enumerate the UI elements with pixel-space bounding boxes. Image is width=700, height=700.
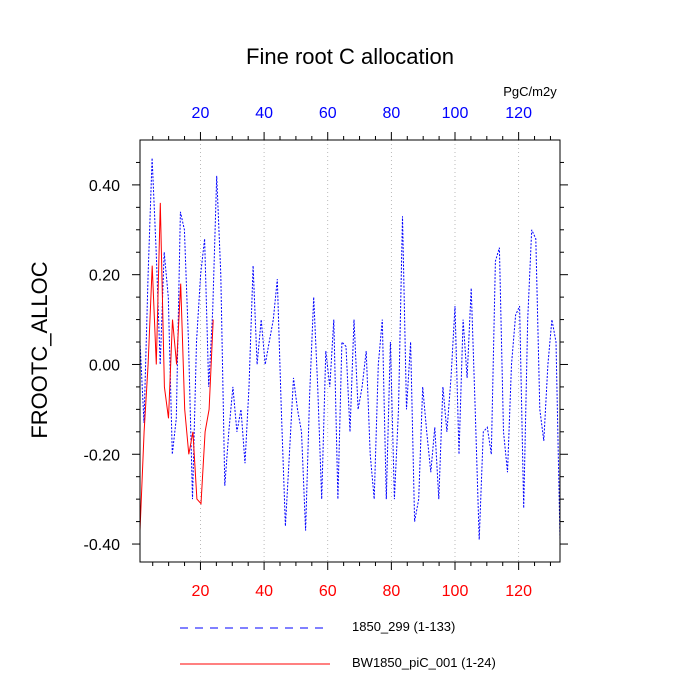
x-tick-label: 80 [382, 583, 400, 600]
series-layer [140, 157, 560, 540]
top-tick-label: 120 [505, 105, 532, 122]
legend-label-1: 1850_299 (1-133) [352, 619, 456, 634]
plot-frame [139, 139, 561, 563]
x-tick-label: 40 [255, 583, 273, 600]
top-tick-label: 60 [319, 105, 337, 122]
legend-label-2: BW1850_piC_001 (1-24) [352, 655, 496, 670]
axis-ticks [132, 132, 568, 570]
y-tick-label: 0.40 [89, 178, 120, 195]
grid-lines [200, 140, 520, 562]
y-tick-label: -0.40 [84, 537, 121, 554]
top-axis-units: PgC/m2y [503, 84, 557, 99]
chart-title: Fine root C allocation [246, 44, 454, 69]
x-tick-label: 60 [319, 583, 337, 600]
top-tick-label: 100 [442, 105, 469, 122]
x-tick-label: 100 [442, 583, 469, 600]
y-tick-label: 0.20 [89, 268, 120, 285]
y-tick-label: 0.00 [89, 357, 120, 374]
series-line-2 [140, 202, 214, 531]
series-line-1 [140, 157, 560, 540]
x-tick-label: 120 [505, 583, 532, 600]
legend [180, 627, 330, 665]
x-tick-label: 20 [192, 583, 210, 600]
y-tick-label: -0.20 [84, 447, 121, 464]
top-tick-label: 20 [192, 105, 210, 122]
top-tick-label: 40 [255, 105, 273, 122]
tick-labels: 20 20 40 40 60 60 80 80 100 100 120 120 -0.40 -0.20 0.… [84, 105, 533, 600]
top-tick-label: 80 [382, 105, 400, 122]
y-axis-label: FROOTC_ALLOC [27, 261, 52, 439]
